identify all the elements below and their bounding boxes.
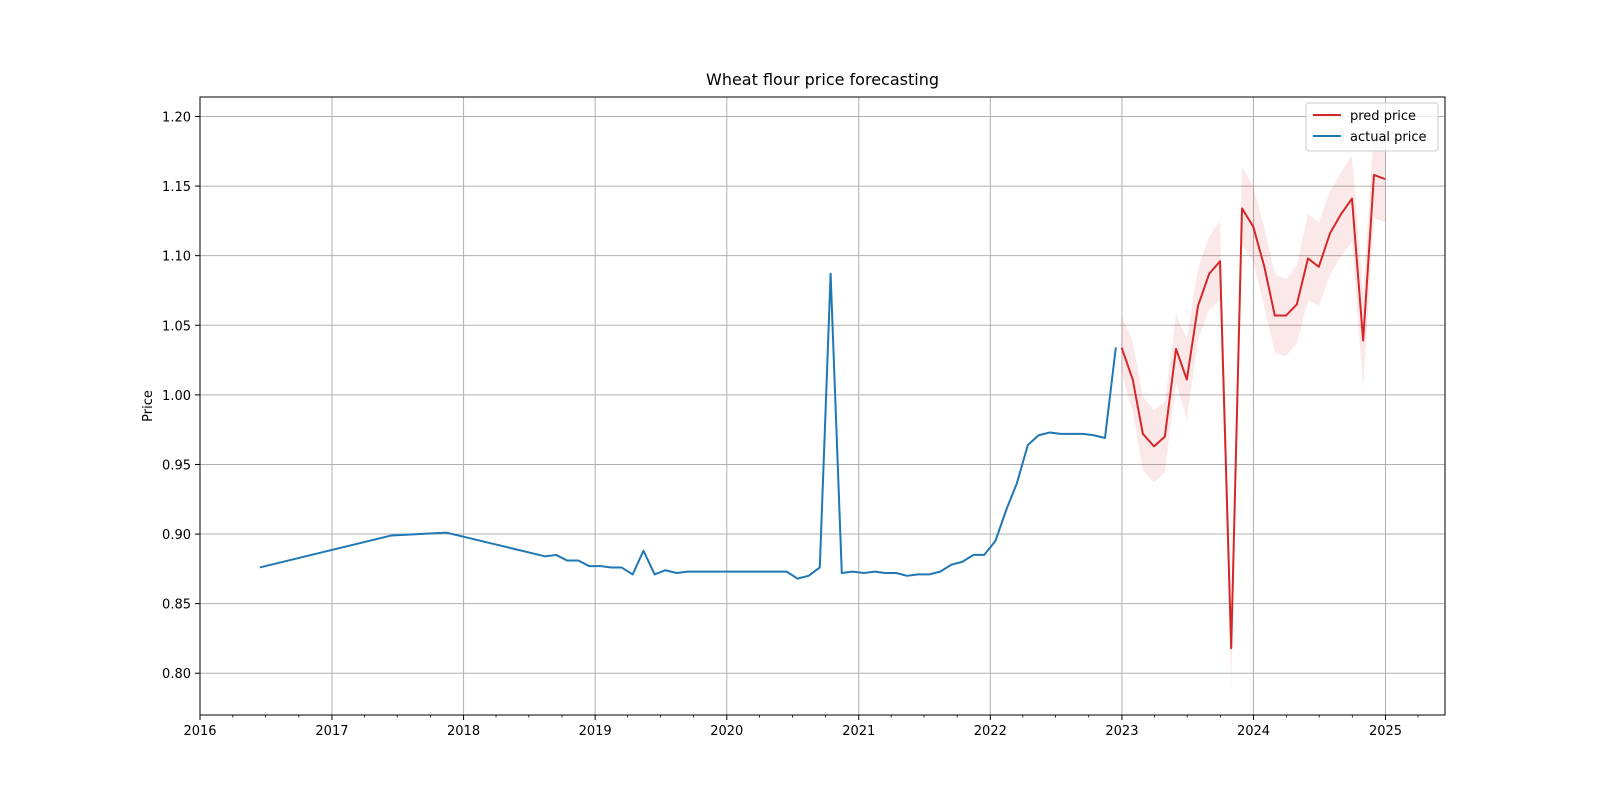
series-layer <box>259 173 1386 650</box>
grid <box>200 97 1445 715</box>
confidence-band-pred-price <box>1121 130 1386 688</box>
y-tick-label-0.80: 0.80 <box>162 667 191 682</box>
y-tick-label-1.15: 1.15 <box>162 180 191 195</box>
x-tick-label-2019: 2019 <box>579 724 612 739</box>
y-tick-label-0.95: 0.95 <box>162 458 191 473</box>
y-tick-label-1.20: 1.20 <box>162 110 191 125</box>
x-tick-label-2022: 2022 <box>974 724 1007 739</box>
y-tick-label-1.05: 1.05 <box>162 319 191 334</box>
plot-frame <box>199 96 1446 716</box>
y-tick-label-1.10: 1.10 <box>162 250 191 265</box>
legend-label-actual-price: actual price <box>1350 130 1427 145</box>
chart-title: Wheat flour price forecasting <box>706 70 939 89</box>
x-tick-label-2020: 2020 <box>710 724 743 739</box>
x-tick-label-2018: 2018 <box>447 724 480 739</box>
series-line-pred-price <box>1120 173 1386 650</box>
x-tick-label-2021: 2021 <box>842 724 875 739</box>
x-tick-label-2017: 2017 <box>315 724 348 739</box>
legend-label-pred-price: pred price <box>1350 109 1416 124</box>
x-tick-label-2016: 2016 <box>183 724 216 739</box>
y-axis-label: Price <box>141 390 156 422</box>
y-tick-label-1.00: 1.00 <box>162 389 191 404</box>
y-tick-label-0.85: 0.85 <box>162 598 191 613</box>
series-line-actual-price <box>259 272 1117 580</box>
confidence-band-layer <box>1121 130 1386 688</box>
x-tick-label-2023: 2023 <box>1105 724 1138 739</box>
x-tick-label-2025: 2025 <box>1369 724 1402 739</box>
x-tick-label-2024: 2024 <box>1237 724 1270 739</box>
y-tick-label-0.90: 0.90 <box>162 528 191 543</box>
axis-ticks: 2016 2017 2018 2019 2020 2021 2022 2023 2024 2025… <box>162 110 1419 739</box>
legend: pred price actual price <box>1305 102 1439 152</box>
